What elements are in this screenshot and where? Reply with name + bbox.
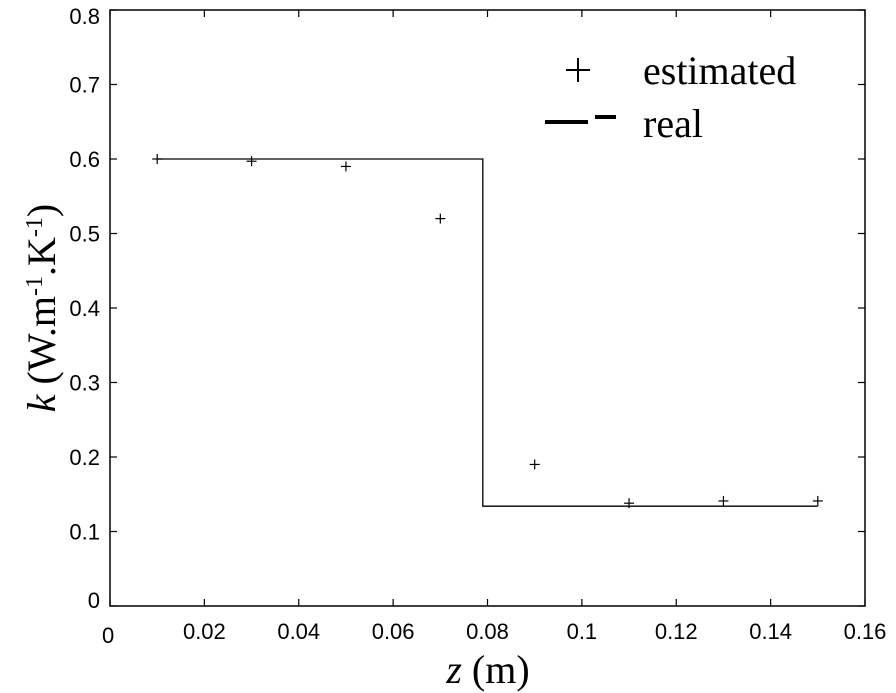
y-tick-label: 0.6 [69, 147, 100, 172]
x-tick-label: 0.1 [567, 619, 598, 644]
x-axis-unit: (m) [462, 647, 530, 692]
y-axis-unit-b: .K [19, 237, 64, 276]
x-tick-label: 0.02 [183, 619, 226, 644]
y-tick-label: 0 [88, 588, 100, 613]
x-tick-label: 0.12 [655, 619, 698, 644]
x-tick-label: 0.06 [372, 619, 415, 644]
estimated-point [152, 154, 162, 164]
x-tick-label: 0.04 [277, 619, 320, 644]
y-tick-label: 0.5 [69, 222, 100, 247]
x-axis-var: z [445, 647, 462, 692]
y-tick-label: 0.1 [69, 520, 100, 545]
real-line [157, 159, 818, 506]
x-tick-label: 0.14 [749, 619, 792, 644]
x-axis-title: z (m) [445, 647, 529, 692]
legend-label-estimated: estimated [643, 48, 796, 93]
estimated-point [718, 496, 728, 506]
x-tick-label: 0.08 [466, 619, 509, 644]
y-axis-unit-c: ) [19, 204, 64, 217]
plot-frame [110, 10, 865, 606]
y-tick-label: 0.7 [69, 73, 100, 98]
y-tick-label: 0.4 [69, 296, 100, 321]
estimated-point [813, 496, 823, 506]
x-tick-label: 0.16 [844, 619, 887, 644]
legend-label-real: real [643, 101, 703, 146]
y-axis-sup-2: -1 [22, 217, 48, 237]
series-real [157, 159, 818, 506]
estimated-point [341, 161, 351, 171]
y-tick-label: 0.3 [69, 371, 100, 396]
y-axis-var: k [19, 393, 64, 412]
series-estimated [152, 154, 823, 508]
tick-labels: 0 0.02 0.04 0.06 0.08 0.1 0.12 0.14 0.16 0 0.1 0.2 0… [69, 4, 886, 648]
estimated-point [247, 156, 257, 166]
axis-ticks [110, 10, 865, 606]
legend: estimated real [545, 48, 796, 146]
y-axis-title: k (W.m-1.K-1) [19, 204, 64, 413]
estimated-point [530, 459, 540, 469]
y-tick-label: 0.2 [69, 445, 100, 470]
x-tick-label: 0 [102, 623, 114, 648]
y-axis-unit-a: (W.m [19, 296, 64, 395]
y-tick-label: 0.8 [69, 4, 100, 29]
legend-line-swatch [545, 117, 616, 122]
estimated-point [435, 214, 445, 224]
legend-marker-plus-icon [566, 58, 590, 82]
y-axis-sup-1: -1 [22, 276, 48, 296]
